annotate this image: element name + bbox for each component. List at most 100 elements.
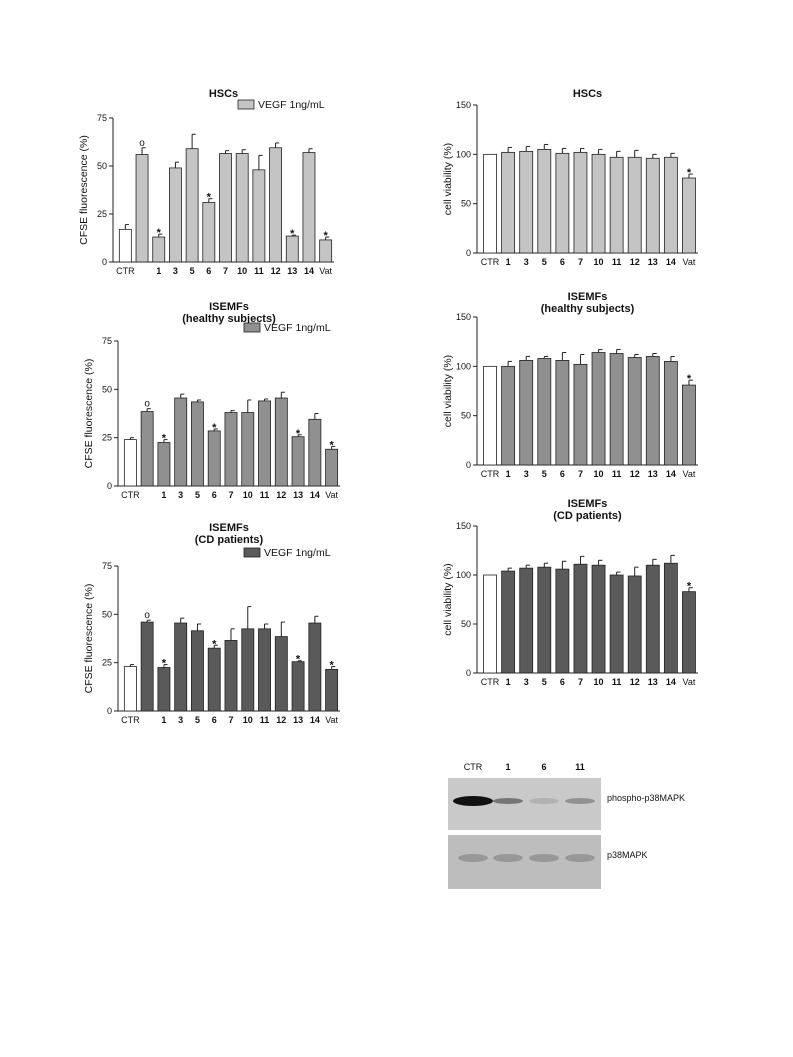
bar <box>555 568 570 674</box>
x-tick-label: 5 <box>542 469 547 479</box>
chart-panel: ISEMFs(CD patients)VEGF 1ng/mL0255075CFS… <box>83 522 340 725</box>
bar <box>501 151 516 254</box>
x-tick-label: Vat <box>325 715 338 725</box>
bar <box>241 628 255 712</box>
x-tick-label: 5 <box>190 266 195 276</box>
blot-band-phospho <box>493 798 523 804</box>
x-tick-label: 12 <box>276 490 286 500</box>
y-tick-label: 0 <box>466 460 471 470</box>
bar <box>519 360 534 466</box>
x-tick-label: 11 <box>612 257 622 267</box>
bar <box>663 562 678 674</box>
x-tick-label: 7 <box>578 469 583 479</box>
bar <box>627 156 642 254</box>
bar <box>682 177 696 254</box>
chart-title: ISEMFs <box>209 522 249 534</box>
significance-marker: * <box>687 373 692 385</box>
x-tick-label: 1 <box>156 266 161 276</box>
y-tick-label: 0 <box>102 257 107 267</box>
blot-band-phospho <box>529 798 559 804</box>
x-tick-label: 1 <box>161 490 166 500</box>
x-tick-label: 5 <box>195 715 200 725</box>
x-tick-label: 3 <box>173 266 178 276</box>
bar <box>224 640 238 712</box>
x-tick-label: 10 <box>594 257 604 267</box>
bar <box>219 153 232 263</box>
significance-marker: * <box>687 581 692 593</box>
bar <box>627 357 642 466</box>
x-tick-label: 3 <box>524 677 529 687</box>
x-tick-label: 5 <box>195 490 200 500</box>
legend-swatch <box>243 547 261 558</box>
chart-title: ISEMFs <box>568 291 608 303</box>
x-tick-label: 6 <box>560 677 565 687</box>
x-tick-label: CTR <box>481 257 500 267</box>
bar <box>483 153 497 254</box>
x-tick-label: 11 <box>260 490 270 500</box>
bar <box>174 622 188 712</box>
significance-marker: * <box>207 192 212 204</box>
bar <box>291 436 305 487</box>
legend-label: VEGF 1ng/mL <box>258 99 325 111</box>
y-axis-label: CFSE fluorescence (%) <box>78 135 90 245</box>
x-tick-label: 6 <box>560 257 565 267</box>
blot-band-label: phospho-p38MAPK <box>607 793 685 803</box>
x-tick-label: CTR <box>121 490 140 500</box>
bar <box>169 167 182 263</box>
y-tick-label: 150 <box>456 521 471 531</box>
y-tick-label: 25 <box>102 433 112 443</box>
y-tick-label: 50 <box>97 161 107 171</box>
significance-marker: * <box>162 658 167 670</box>
x-tick-label: 10 <box>243 715 253 725</box>
x-tick-label: 14 <box>304 266 314 276</box>
y-tick-label: 50 <box>461 619 471 629</box>
x-tick-label: 5 <box>542 257 547 267</box>
bar <box>319 239 333 263</box>
bar <box>118 228 132 263</box>
chart-title: HSCs <box>209 88 238 100</box>
x-tick-label: 7 <box>228 715 233 725</box>
bar <box>174 397 188 487</box>
chart-subtitle: (CD patients) <box>553 510 622 522</box>
y-tick-label: 75 <box>102 561 112 571</box>
bar <box>609 156 624 254</box>
chart-title: HSCs <box>573 88 602 100</box>
bar <box>157 442 171 487</box>
bar <box>555 152 570 254</box>
x-tick-label: Vat <box>683 469 696 479</box>
x-tick-label: Vat <box>325 490 338 500</box>
bar <box>645 564 660 674</box>
significance-marker: o <box>144 399 150 410</box>
x-tick-label: 13 <box>648 257 658 267</box>
significance-marker: * <box>290 228 295 240</box>
y-tick-label: 75 <box>102 336 112 346</box>
x-tick-label: 1 <box>161 715 166 725</box>
bar <box>207 647 221 712</box>
bar <box>591 564 606 674</box>
chart-subtitle: (CD patients) <box>195 534 264 546</box>
bar <box>140 621 154 712</box>
blot-lane-label: 6 <box>541 762 546 772</box>
chart-title: ISEMFs <box>209 301 249 313</box>
x-tick-label: 3 <box>178 490 183 500</box>
x-tick-label: 12 <box>276 715 286 725</box>
significance-marker: * <box>324 230 329 242</box>
bar <box>483 574 497 674</box>
significance-marker: * <box>329 439 334 451</box>
y-axis-label: CFSE fluorescence (%) <box>83 359 95 469</box>
bar <box>537 566 552 674</box>
blot-lane-label: 1 <box>505 762 510 772</box>
y-tick-label: 50 <box>461 411 471 421</box>
blot-band-phospho <box>453 796 493 806</box>
x-tick-label: CTR <box>121 715 140 725</box>
x-tick-label: CTR <box>116 266 135 276</box>
x-tick-label: Vat <box>319 266 332 276</box>
x-tick-label: 11 <box>612 469 622 479</box>
x-tick-label: 7 <box>223 266 228 276</box>
bar <box>501 570 516 674</box>
x-tick-label: 11 <box>612 677 622 687</box>
bar <box>135 154 149 263</box>
significance-marker: o <box>139 138 145 149</box>
bar <box>291 661 305 712</box>
